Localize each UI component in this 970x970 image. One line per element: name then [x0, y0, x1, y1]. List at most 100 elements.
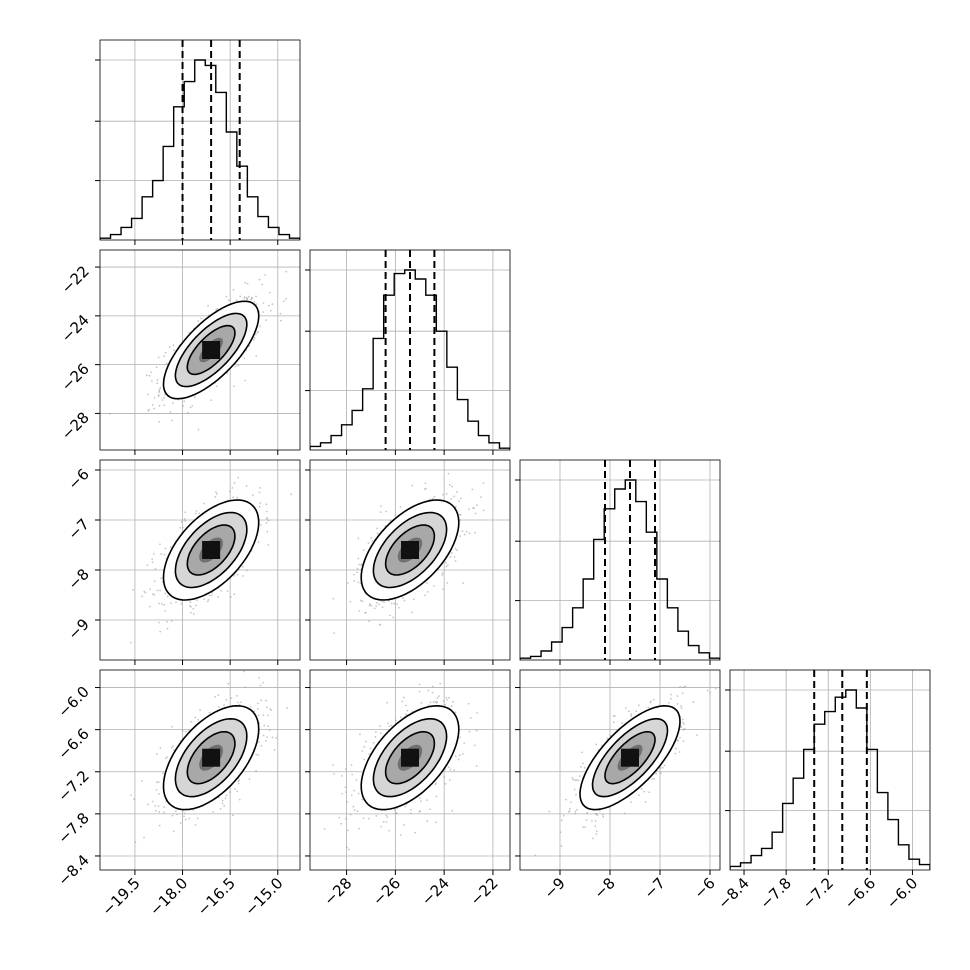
scatter-point [420, 701, 423, 704]
scatter-point [591, 837, 594, 840]
scatter-point [203, 502, 206, 505]
scatter-point [221, 799, 224, 802]
scatter-point [270, 709, 272, 711]
scatter-point [265, 699, 267, 702]
scatter-point [584, 826, 587, 829]
scatter-point [265, 319, 268, 322]
scatter-point [233, 481, 236, 484]
histogram-step [100, 59, 300, 240]
scatter-point [388, 829, 390, 832]
scatter-point [368, 603, 371, 605]
scatter-point [171, 746, 173, 749]
scatter-point [255, 355, 258, 357]
scatter-point [285, 270, 288, 273]
scatter-point [472, 507, 475, 510]
scatter-point [243, 670, 246, 673]
scatter-point [347, 581, 349, 584]
scatter-point [225, 295, 228, 298]
scatter-point [454, 547, 457, 550]
scatter-point [362, 817, 365, 820]
x-tick-label: −7.2 [799, 874, 837, 912]
scatter-point [351, 773, 354, 776]
contour-line [372, 511, 448, 589]
scatter-point [445, 696, 448, 699]
scatter-point [647, 706, 650, 709]
scatter-point [259, 523, 262, 526]
scatter-point [151, 561, 154, 564]
scatter-point [454, 755, 457, 758]
scatter-point [156, 781, 158, 784]
scatter-point [383, 601, 385, 604]
plot-area [730, 670, 930, 870]
y-tick-label: −8 [64, 565, 92, 593]
scatter-point [156, 382, 159, 385]
scatter-point [208, 711, 211, 714]
scatter-point [350, 764, 353, 767]
scatter-point [237, 476, 240, 479]
y-tick-label: −26 [58, 360, 93, 395]
scatter-point [271, 736, 274, 739]
panel-3-2: −9 −8 −7 −6 [515, 669, 721, 902]
scatter-point [157, 781, 160, 784]
scatter-point [187, 729, 190, 732]
scatter-point [155, 366, 158, 369]
scatter-point [451, 552, 453, 554]
scatter-point [172, 402, 174, 405]
scatter-point [379, 511, 382, 513]
contour-line [372, 718, 448, 798]
scatter-point [225, 698, 228, 701]
scatter-point [426, 591, 429, 593]
scatter-point [352, 805, 355, 808]
scatter-point [461, 753, 464, 755]
scatter-point [681, 718, 684, 721]
scatter-point [360, 599, 362, 602]
scatter-point [197, 320, 200, 322]
scatter-point [166, 595, 169, 598]
scatter-point [353, 789, 356, 792]
scatter-point [692, 701, 695, 704]
scatter-point [379, 725, 382, 727]
scatter-point [275, 737, 277, 739]
scatter-point [172, 344, 175, 347]
scatter-point [435, 821, 438, 824]
scatter-point [269, 309, 272, 312]
scatter-point [706, 689, 709, 692]
scatter-point [228, 791, 231, 794]
scatter-point [431, 691, 434, 694]
contour-line [360, 499, 460, 601]
panel-frame [309, 459, 511, 661]
scatter-point [480, 496, 482, 499]
scatter-point [679, 736, 681, 739]
scatter-point [333, 632, 336, 635]
scatter-point [475, 504, 478, 506]
scatter-point [164, 351, 167, 354]
scatter-point [606, 737, 609, 740]
scatter-point [158, 388, 161, 391]
scatter-point [602, 815, 605, 818]
scatter-point [357, 581, 360, 584]
scatter-point [332, 597, 335, 600]
scatter-point [602, 813, 604, 816]
scatter-point [448, 779, 451, 781]
scatter-point [171, 419, 173, 422]
scatter-point [170, 602, 172, 605]
scatter-point [680, 705, 682, 707]
scatter-point [190, 720, 192, 723]
scatter-point [684, 685, 687, 688]
scatter-point [447, 472, 450, 475]
scatter-point [243, 296, 246, 298]
scatter-point [217, 694, 220, 697]
scatter-point [189, 611, 192, 614]
scatter-point [392, 616, 395, 619]
scatter-point [157, 805, 160, 808]
contour-line [186, 524, 236, 576]
scatter-point [253, 336, 256, 339]
y-tick-label: −9 [64, 615, 92, 643]
scatter-point [265, 503, 268, 506]
scatter-point [398, 606, 400, 609]
x-tick-label: −9 [540, 874, 568, 902]
scatter-point [432, 700, 435, 703]
scatter-point [189, 406, 192, 409]
scatter-point [242, 575, 245, 577]
